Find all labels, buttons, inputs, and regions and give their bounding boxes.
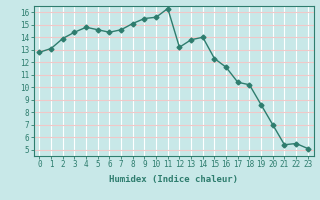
X-axis label: Humidex (Indice chaleur): Humidex (Indice chaleur) xyxy=(109,175,238,184)
